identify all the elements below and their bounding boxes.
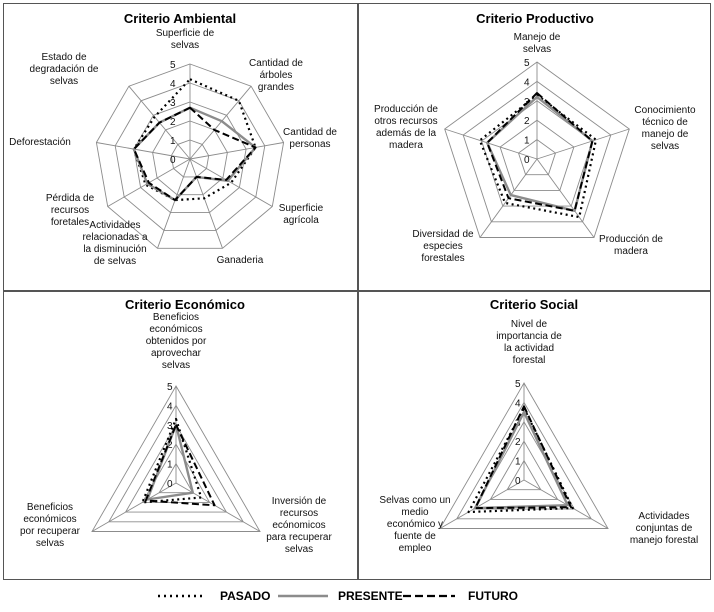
grid-ring-3 bbox=[124, 423, 228, 513]
radar-panel-social: Criterio Social 0 1 2 3 4 5 Nivel de importancia… bbox=[358, 291, 711, 580]
spoke-selvas-como-un-medio-economico-y-fuente-de-empleo bbox=[439, 479, 525, 529]
axis-label-superficie-de-selvas: Superficie de selvas bbox=[156, 28, 215, 51]
spoke-conocimiento-tecnico-de-manejo-de-selvas bbox=[536, 128, 630, 160]
series-pasado bbox=[478, 93, 598, 219]
series-pasado bbox=[132, 78, 257, 202]
tick-label-2: 2 bbox=[167, 440, 173, 451]
axis-label-conocimiento-tecnico-de-manejo-de-selvas: Conocimiento técnico de manejo de selvas bbox=[634, 105, 696, 152]
spoke-cantidad-de-personas bbox=[189, 142, 284, 160]
axis-label-actividades-conjuntas-de-manejo-forestal: Actividades conjuntas de manejo forestal bbox=[630, 511, 698, 546]
axis-label-superficie-agricola: Superficie agrícola bbox=[279, 203, 324, 226]
series-presente bbox=[132, 106, 257, 202]
tick-label-1: 1 bbox=[515, 457, 521, 468]
grid-ring-1 bbox=[506, 459, 542, 491]
axis-label-perdida-de-recursos-foretales: Pérdida de recursos foretales bbox=[46, 193, 95, 228]
axis-label-actividades-relacionadas-a-la-disminucion-de-selvas: Actividades relacionadas a la disminución d… bbox=[82, 220, 147, 267]
grid-ring-4 bbox=[114, 82, 266, 231]
radar-panel-productivo: Criterio Productivo 0 1 2 3 4 5 Manejo de selvas… bbox=[358, 3, 711, 291]
grid-ring-5 bbox=[95, 63, 285, 249]
spoke-beneficios-economicos-por-recuperar-selvas bbox=[91, 482, 177, 532]
axis-label-estado-de-degradacion-de-selvas: Estado de degradación de selvas bbox=[30, 52, 99, 87]
grid-ring-2 bbox=[152, 120, 228, 196]
series-pasado bbox=[141, 417, 203, 504]
axis-label-cantidad-de-arboles-grandes: Cantidad de árboles grandes bbox=[249, 58, 303, 93]
spoke-deforestacion bbox=[96, 142, 191, 160]
tick-label-3: 3 bbox=[170, 98, 176, 109]
chart-legend: PASADO PRESENTE FUTURO bbox=[158, 589, 518, 603]
grid-ring-2 bbox=[489, 440, 559, 500]
grid-ring-4 bbox=[108, 404, 244, 523]
radar-panel-economico: Criterio Económico 0 1 2 3 4 5 Beneficios económ… bbox=[3, 291, 358, 580]
radar-chart-economico: Criterio Económico 0 1 2 3 4 5 Beneficios económ… bbox=[20, 297, 332, 555]
tick-label-4: 4 bbox=[515, 398, 521, 409]
chart-title-criterio-productivo: Criterio Productivo bbox=[476, 11, 594, 26]
axis-label-beneficios-economicos-por-recuperar-selvas: Beneficios económicos por recuperar selvas bbox=[20, 502, 81, 549]
axis-label-beneficios-economicos-obtenidos-por-aprovechar-selvas: Beneficios económicos obtenidos por aprovec… bbox=[146, 312, 207, 371]
tick-label-1: 1 bbox=[170, 136, 176, 147]
radar-chart-ambiental: Criterio Ambiental 0 1 2 3 4 5 Superficie de sel… bbox=[9, 11, 337, 267]
grid-ring-5 bbox=[444, 61, 630, 238]
spoke-cantidad-de-arboles-grandes bbox=[189, 85, 252, 160]
tick-label-3: 3 bbox=[167, 421, 173, 432]
axis-label-produccion-de-otros-recursos-ademas-de-la-madera: Producción de otros recursos además de la m… bbox=[374, 104, 438, 151]
tick-label-5: 5 bbox=[170, 60, 176, 71]
axis-label-inversion-de-recursos-economicos-para-recuperar-selvas: Inversión de recursos ecónomicos para recup… bbox=[266, 496, 332, 555]
grid-ring-1 bbox=[158, 462, 194, 494]
grid-ring-1 bbox=[170, 139, 210, 178]
legend-label-presente: PRESENTE bbox=[338, 589, 403, 603]
tick-label-5: 5 bbox=[524, 58, 530, 69]
axis-label-manejo-de-selvas: Manejo de selvas bbox=[514, 32, 561, 55]
legend-label-pasado: PASADO bbox=[220, 589, 270, 603]
tick-label-4: 4 bbox=[170, 79, 176, 90]
series-futuro bbox=[486, 92, 594, 212]
axis-label-deforestacion: Deforestación bbox=[9, 137, 71, 148]
spoke-produccion-de-madera bbox=[536, 158, 595, 238]
axis-label-cantidad-de-personas: Cantidad de personas bbox=[283, 127, 337, 150]
spoke-actividades-relacionadas-a-la-disminucion-de-selvas bbox=[157, 158, 191, 249]
tick-label-5: 5 bbox=[515, 379, 521, 390]
chart-title-criterio-economico: Criterio Económico bbox=[125, 297, 245, 312]
chart-title-criterio-ambiental: Criterio Ambiental bbox=[124, 11, 236, 26]
grid-ring-2 bbox=[499, 119, 575, 191]
series-presente bbox=[485, 95, 594, 213]
tick-label-0: 0 bbox=[524, 155, 530, 166]
legend-label-futuro: FUTURO bbox=[468, 589, 518, 603]
axis-label-ganaderia: Ganaderia bbox=[217, 255, 264, 266]
series-futuro bbox=[132, 106, 257, 202]
tick-label-2: 2 bbox=[524, 116, 530, 127]
grid-ring-1 bbox=[517, 139, 557, 176]
spoke-inversion-de-recursos-economicos-para-recuperar-selvas bbox=[175, 482, 261, 532]
radar-panel-ambiental: Criterio Ambiental 0 1 2 3 4 5 Superficie de sel… bbox=[3, 3, 358, 291]
spoke-superficie-agricola bbox=[189, 158, 273, 207]
series-futuro bbox=[144, 423, 216, 507]
spoke-produccion-de-otros-recursos-ademas-de-la-madera bbox=[444, 128, 538, 160]
axis-label-produccion-de-madera: Producción de madera bbox=[599, 234, 663, 257]
series-presente bbox=[474, 410, 569, 510]
axis-label-selvas-como-un-medio-economico-y-fuente-de-empleo: Selvas como un medio económico y fuente de e… bbox=[379, 495, 450, 554]
tick-label-5: 5 bbox=[167, 382, 173, 393]
tick-label-1: 1 bbox=[524, 136, 530, 147]
tick-label-4: 4 bbox=[524, 77, 530, 88]
tick-label-0: 0 bbox=[167, 479, 173, 490]
tick-label-0: 0 bbox=[515, 476, 521, 487]
grid-ring-4 bbox=[462, 80, 612, 223]
grid-ring-5 bbox=[439, 382, 609, 529]
tick-label-2: 2 bbox=[515, 437, 521, 448]
tick-label-0: 0 bbox=[170, 155, 176, 166]
spoke-ganaderia bbox=[189, 158, 223, 249]
axis-label-nivel-de-importancia-de-la-actividad-forestal: Nivel de importancia de la actividad forest… bbox=[496, 319, 562, 366]
tick-label-2: 2 bbox=[170, 117, 176, 128]
tick-label-1: 1 bbox=[167, 460, 173, 471]
chart-title-criterio-social: Criterio Social bbox=[490, 297, 578, 312]
grid-ring-5 bbox=[91, 385, 261, 532]
tick-label-4: 4 bbox=[167, 401, 173, 412]
grid-ring-4 bbox=[456, 401, 592, 520]
axis-label-diversidad-de-especies-forestales: Diversidad de especies forestales bbox=[412, 229, 474, 264]
series-futuro bbox=[474, 405, 572, 510]
